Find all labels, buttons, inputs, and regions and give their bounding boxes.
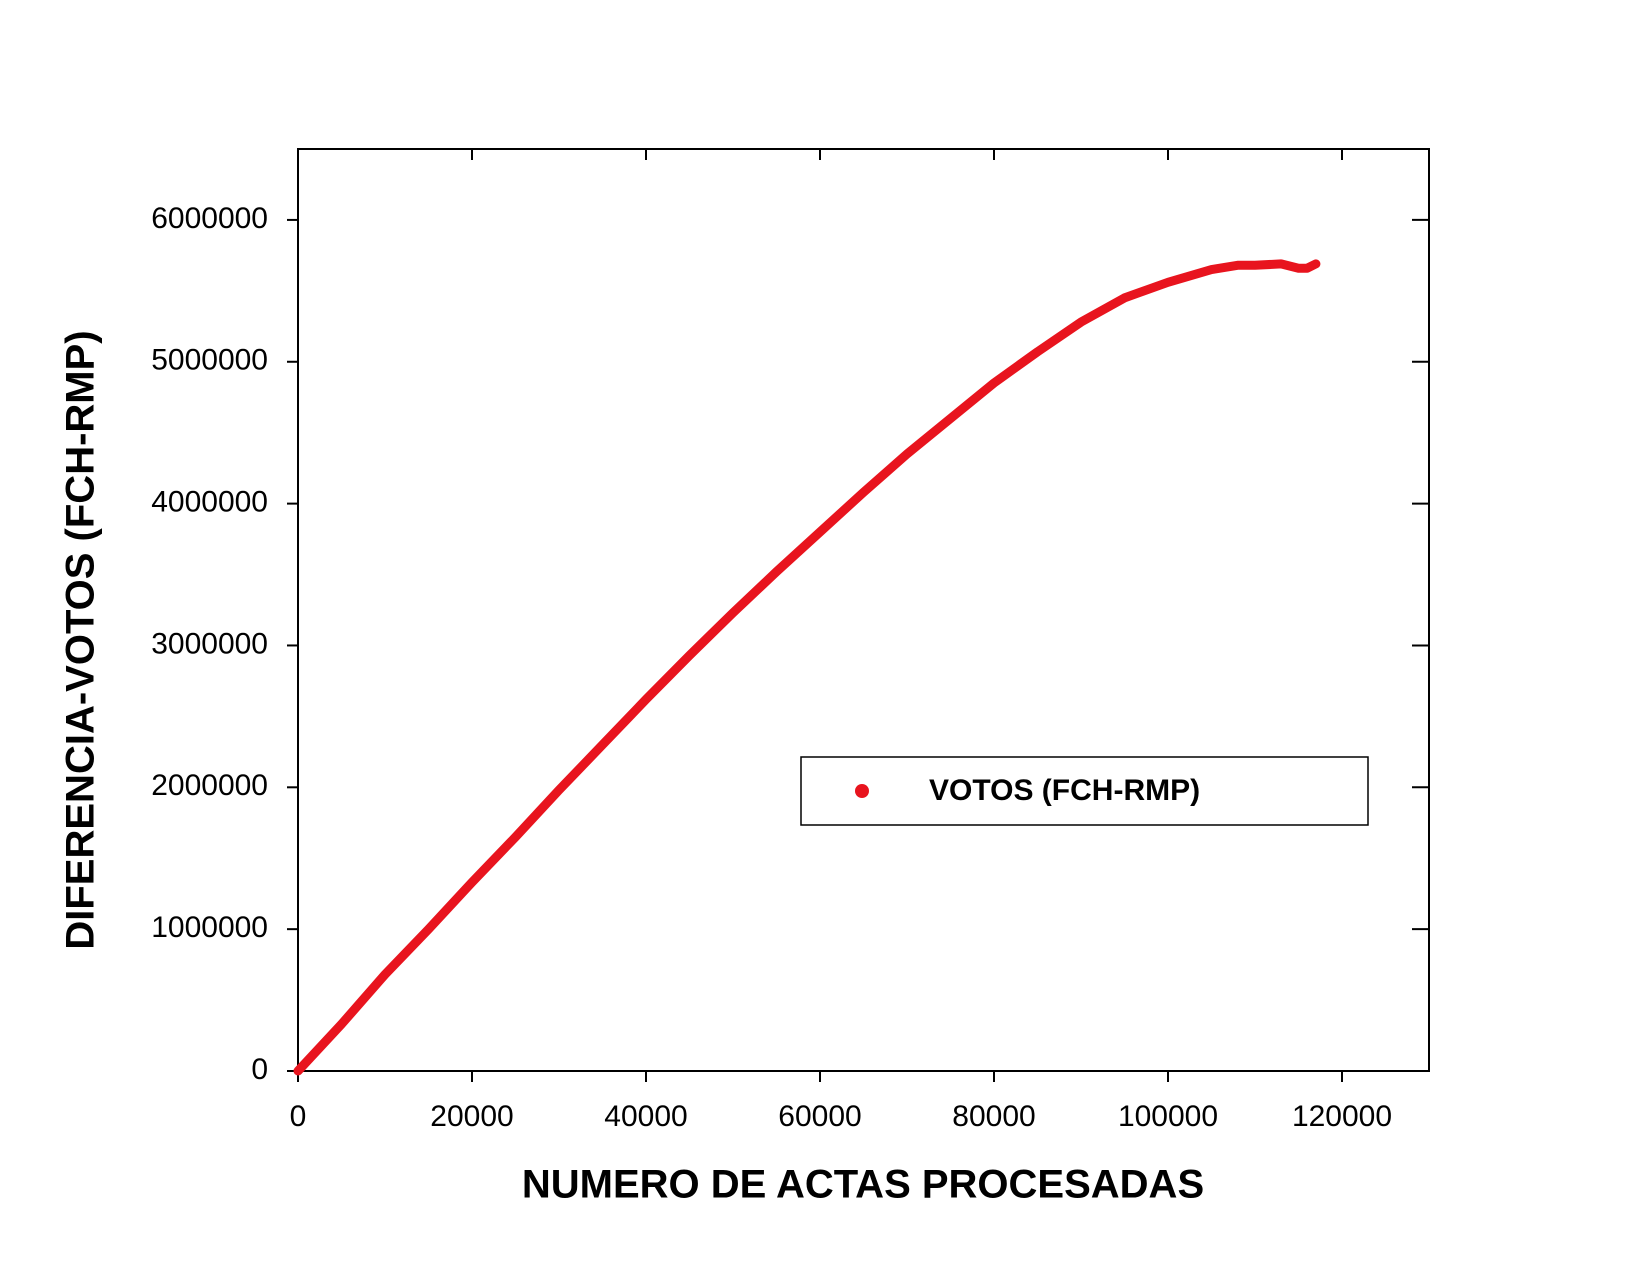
y-axis-title: DIFERENCIA-VOTOS (FCH-RMP): [59, 330, 103, 949]
x-tick-label: 0: [290, 1100, 307, 1133]
y-tick-label: 5000000: [151, 344, 268, 377]
x-axis-title: NUMERO DE ACTAS PROCESADAS: [522, 1163, 1204, 1207]
y-tick-label: 1000000: [151, 911, 268, 944]
x-tick-label: 40000: [604, 1100, 687, 1133]
legend-label: VOTOS (FCH-RMP): [929, 774, 1200, 807]
y-tick-label: 6000000: [151, 202, 268, 235]
legend-box: [800, 756, 1369, 826]
x-tick-label: 80000: [952, 1100, 1035, 1133]
y-tick-label: 4000000: [151, 486, 268, 519]
plot-frame: [297, 148, 1430, 1072]
data-points: [293, 259, 1321, 1076]
y-tick-label: 0: [251, 1053, 268, 1086]
legend-marker: [855, 784, 869, 798]
x-tick-label: 20000: [430, 1100, 513, 1133]
x-tick-label: 100000: [1118, 1100, 1218, 1133]
y-tick-label: 3000000: [151, 627, 268, 660]
x-tick-label: 60000: [778, 1100, 861, 1133]
x-tick-label: 120000: [1292, 1100, 1392, 1133]
y-tick-label: 2000000: [151, 769, 268, 802]
